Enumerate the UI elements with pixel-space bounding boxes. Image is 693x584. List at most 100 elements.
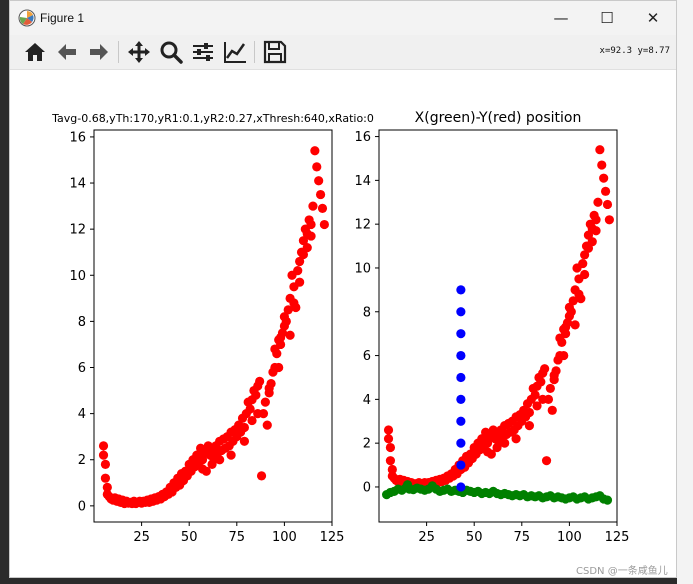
data-point [559, 350, 569, 361]
data-point [260, 397, 270, 407]
data-point [197, 455, 208, 465]
subplots-config-icon[interactable] [190, 39, 216, 65]
data-point [604, 215, 614, 225]
data-point [570, 320, 580, 330]
data-point [456, 285, 466, 295]
maximize-button[interactable]: ☐ [600, 9, 614, 27]
data-point [207, 459, 217, 469]
data-point [549, 370, 559, 380]
data-point [456, 372, 466, 383]
toolbar: x=92.3 y=8.77 [10, 35, 676, 70]
data-point [591, 215, 601, 225]
data-point [383, 434, 394, 444]
figure-window: Figure 1 — ☐ ✕ [9, 0, 677, 578]
toolbar-separator [118, 41, 119, 63]
data-point [532, 401, 542, 411]
data-point [310, 146, 320, 156]
subplot-1: Tavg-0.68,yTh:170,yR1:0.1,yR2:0.27,xThre… [51, 112, 374, 545]
series-red [98, 146, 329, 509]
data-point [492, 442, 502, 453]
data-point [456, 438, 466, 448]
data-point [317, 203, 328, 213]
data-point [456, 307, 466, 317]
data-point [264, 383, 274, 393]
x-tick-label: 50 [466, 530, 483, 545]
y-tick-label: 12 [69, 223, 86, 238]
data-point [500, 438, 510, 448]
data-point [256, 471, 267, 481]
x-tick-label: 100 [272, 530, 297, 545]
home-icon[interactable] [22, 39, 48, 65]
x-tick-label: 100 [557, 530, 582, 545]
data-point [578, 258, 588, 269]
data-point [289, 298, 299, 308]
edit-axis-icon[interactable] [222, 39, 248, 65]
cursor-coordinates: x=92.3 y=8.77 [599, 46, 670, 56]
figure-canvas[interactable]: Tavg-0.68,yTh:170,yR1:0.1,yR2:0.27,xThre… [10, 70, 676, 578]
minimize-button[interactable]: — [553, 9, 569, 27]
x-tick-label: 25 [133, 530, 150, 545]
y-tick-label: 8 [363, 305, 371, 320]
data-point [593, 197, 603, 207]
zoom-icon[interactable] [158, 39, 184, 65]
data-point [215, 455, 225, 465]
data-point [197, 464, 208, 474]
data-point [308, 201, 318, 211]
data-point [595, 145, 605, 155]
data-point [602, 199, 613, 210]
data-point [587, 237, 597, 247]
data-point [564, 302, 575, 312]
x-tick-label: 50 [181, 530, 198, 545]
y-tick-label: 0 [363, 480, 371, 495]
data-point [312, 162, 322, 172]
pan-icon[interactable] [126, 39, 152, 65]
watermark-text: CSDN @一条咸鱼儿 [576, 566, 668, 577]
y-tick-label: 14 [69, 177, 86, 192]
data-point [274, 362, 284, 373]
data-point [482, 447, 493, 457]
data-point [100, 459, 111, 469]
data-point [560, 322, 571, 332]
data-point [239, 436, 250, 446]
y-tick-label: 6 [78, 361, 86, 376]
y-tick-label: 4 [78, 407, 86, 422]
back-arrow-icon[interactable] [54, 39, 80, 65]
data-point [253, 409, 263, 419]
y-tick-label: 4 [363, 393, 371, 408]
y-tick-label: 10 [69, 269, 86, 284]
data-point [102, 482, 112, 493]
data-point [536, 377, 546, 387]
data-point [456, 416, 466, 426]
data-point [580, 269, 590, 280]
x-tick-label: 75 [229, 530, 246, 545]
y-tick-label: 6 [363, 349, 371, 364]
data-point [456, 350, 466, 361]
data-point [255, 376, 265, 386]
background-app-strip [677, 0, 693, 584]
data-point [314, 176, 324, 186]
matplotlib-logo-icon [18, 9, 36, 27]
data-point [285, 330, 295, 340]
chart-title: Tavg-0.68,yTh:170,yR1:0.1,yR2:0.27,xThre… [51, 112, 374, 125]
data-point [100, 473, 111, 483]
data-point [591, 226, 601, 236]
x-tick-label: 125 [320, 530, 345, 545]
series-green [382, 480, 613, 505]
y-tick-label: 2 [363, 437, 371, 452]
data-point [295, 277, 305, 287]
data-point [262, 420, 272, 430]
save-icon[interactable] [262, 39, 288, 65]
series-blue [456, 285, 466, 492]
x-tick-label: 25 [418, 530, 435, 545]
data-point [98, 441, 109, 451]
forward-arrow-icon[interactable] [86, 39, 112, 65]
axes-frame [93, 129, 333, 523]
data-point [239, 422, 250, 433]
data-point [456, 460, 466, 470]
close-button[interactable]: ✕ [646, 9, 660, 27]
data-point [270, 344, 280, 354]
data-point [456, 329, 466, 339]
data-point [599, 173, 609, 183]
data-point [279, 312, 289, 322]
toolbar-separator [254, 41, 255, 63]
